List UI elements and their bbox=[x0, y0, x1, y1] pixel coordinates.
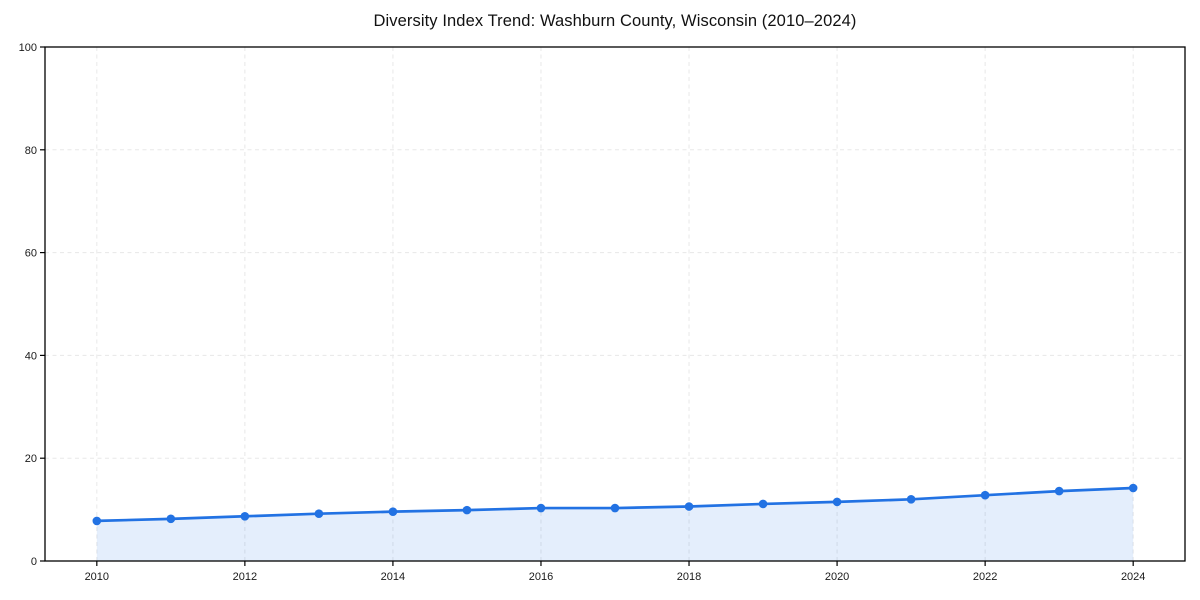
x-tick-label: 2022 bbox=[973, 571, 997, 583]
data-point-2018 bbox=[684, 502, 694, 511]
data-point-2010 bbox=[92, 516, 102, 526]
data-point-2022 bbox=[980, 490, 990, 500]
data-point-2013 bbox=[314, 509, 324, 519]
x-tick-label: 2024 bbox=[1121, 571, 1145, 583]
y-tick-label: 20 bbox=[25, 453, 37, 465]
x-tick-label: 2012 bbox=[233, 571, 257, 583]
y-tick-label: 0 bbox=[31, 556, 37, 568]
data-point-2017 bbox=[610, 503, 620, 513]
data-point-2016 bbox=[536, 503, 546, 513]
x-tick-label: 2010 bbox=[85, 571, 109, 583]
y-tick-label: 80 bbox=[25, 145, 37, 157]
x-tick-label: 2020 bbox=[825, 571, 849, 583]
data-point-2012 bbox=[240, 511, 250, 521]
y-tick-label: 60 bbox=[25, 248, 37, 260]
data-point-2019 bbox=[758, 499, 768, 509]
x-tick-label: 2014 bbox=[381, 571, 405, 583]
y-tick-label: 40 bbox=[25, 350, 37, 362]
x-tick-label: 2018 bbox=[677, 571, 701, 583]
area-fill bbox=[96, 488, 1134, 561]
data-point-2014 bbox=[388, 507, 398, 516]
data-point-2020 bbox=[832, 497, 842, 507]
chart-title: Diversity Index Trend: Washburn County, … bbox=[373, 12, 857, 30]
data-point-2015 bbox=[462, 505, 472, 515]
data-point-2011 bbox=[166, 514, 176, 524]
y-tick-label: 100 bbox=[19, 42, 37, 54]
data-point-2021 bbox=[906, 495, 916, 504]
data-point-2024 bbox=[1128, 483, 1138, 493]
x-tick-label: 2016 bbox=[529, 571, 553, 583]
plot-border bbox=[44, 46, 1186, 562]
data-point-2023 bbox=[1054, 486, 1064, 496]
